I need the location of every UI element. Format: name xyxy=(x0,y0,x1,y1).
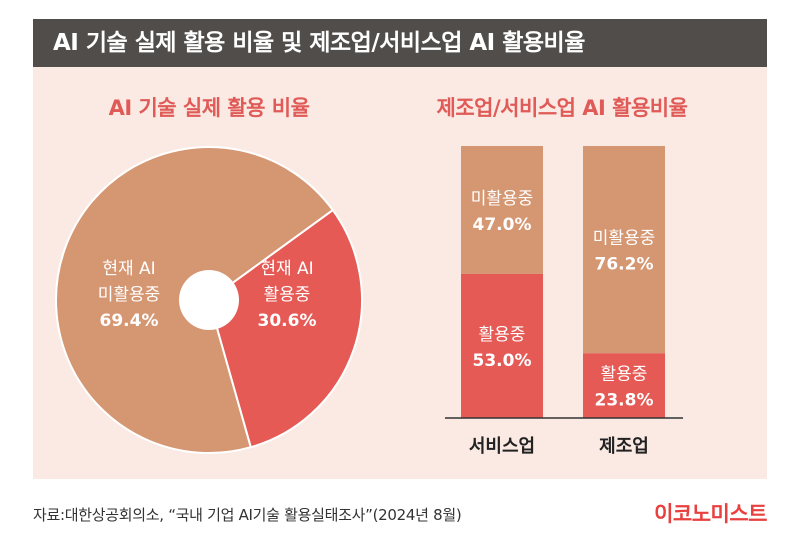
bar-series-label: 미활용중 xyxy=(593,229,656,249)
pie-slice-label: 활용중 xyxy=(264,285,311,305)
charts-svg: AI 기술 실제 활용 비율 현재 AI 활용중 30.6% 현재 AI 미활용중 69.… xyxy=(55,96,688,457)
bar-value-label: 23.8% xyxy=(595,391,654,411)
pie-slice-value: 30.6% xyxy=(258,311,317,331)
pie-slice-label: 현재 AI xyxy=(260,259,313,279)
brand-logo: 이코노미스트 xyxy=(654,502,767,526)
pie-slice-label: 현재 AI xyxy=(102,259,155,279)
bar-segment-using xyxy=(583,353,665,418)
bar-series-label: 미활용중 xyxy=(471,189,534,209)
bar-category-label: 서비스업 xyxy=(469,436,535,457)
bar-value-label: 76.2% xyxy=(595,255,654,275)
source-note: 자료:대한상공회의소, “국내 기업 AI기술 활용실태조사”(2024년 8월… xyxy=(33,506,462,524)
bar-series-label: 활용중 xyxy=(479,325,526,345)
bar-category-label: 제조업 xyxy=(599,436,649,457)
page-title: AI 기술 실제 활용 비율 및 제조업/서비스업 AI 활용비율 xyxy=(33,19,767,67)
bar-segment-not-using xyxy=(583,146,665,354)
bar-segment-not-using xyxy=(461,146,543,274)
pie-chart: 현재 AI 활용중 30.6% 현재 AI 미활용중 69.4% xyxy=(55,146,363,454)
bar-value-label: 53.0% xyxy=(473,351,532,371)
bar-segment-using xyxy=(461,273,543,418)
bar-series-label: 활용중 xyxy=(601,365,648,385)
pie-slice-value: 69.4% xyxy=(100,311,159,331)
donut-hole xyxy=(179,270,239,330)
chart-panel: AI 기술 실제 활용 비율 현재 AI 활용중 30.6% 현재 AI 미활용중 69.… xyxy=(33,67,767,479)
bar-chart-title: 제조업/서비스업 AI 활용비율 xyxy=(437,96,688,120)
pie-chart-title: AI 기술 실제 활용 비율 xyxy=(109,96,310,120)
stacked-bar-chart: 미활용중 47.0% 활용중 53.0% 서비스업 미활용중 76.2% 활용중 23.8% 제조… xyxy=(445,146,683,457)
pie-slice xyxy=(207,208,363,449)
bar-value-label: 47.0% xyxy=(473,215,532,235)
pie-slice-label: 미활용중 xyxy=(98,285,161,305)
